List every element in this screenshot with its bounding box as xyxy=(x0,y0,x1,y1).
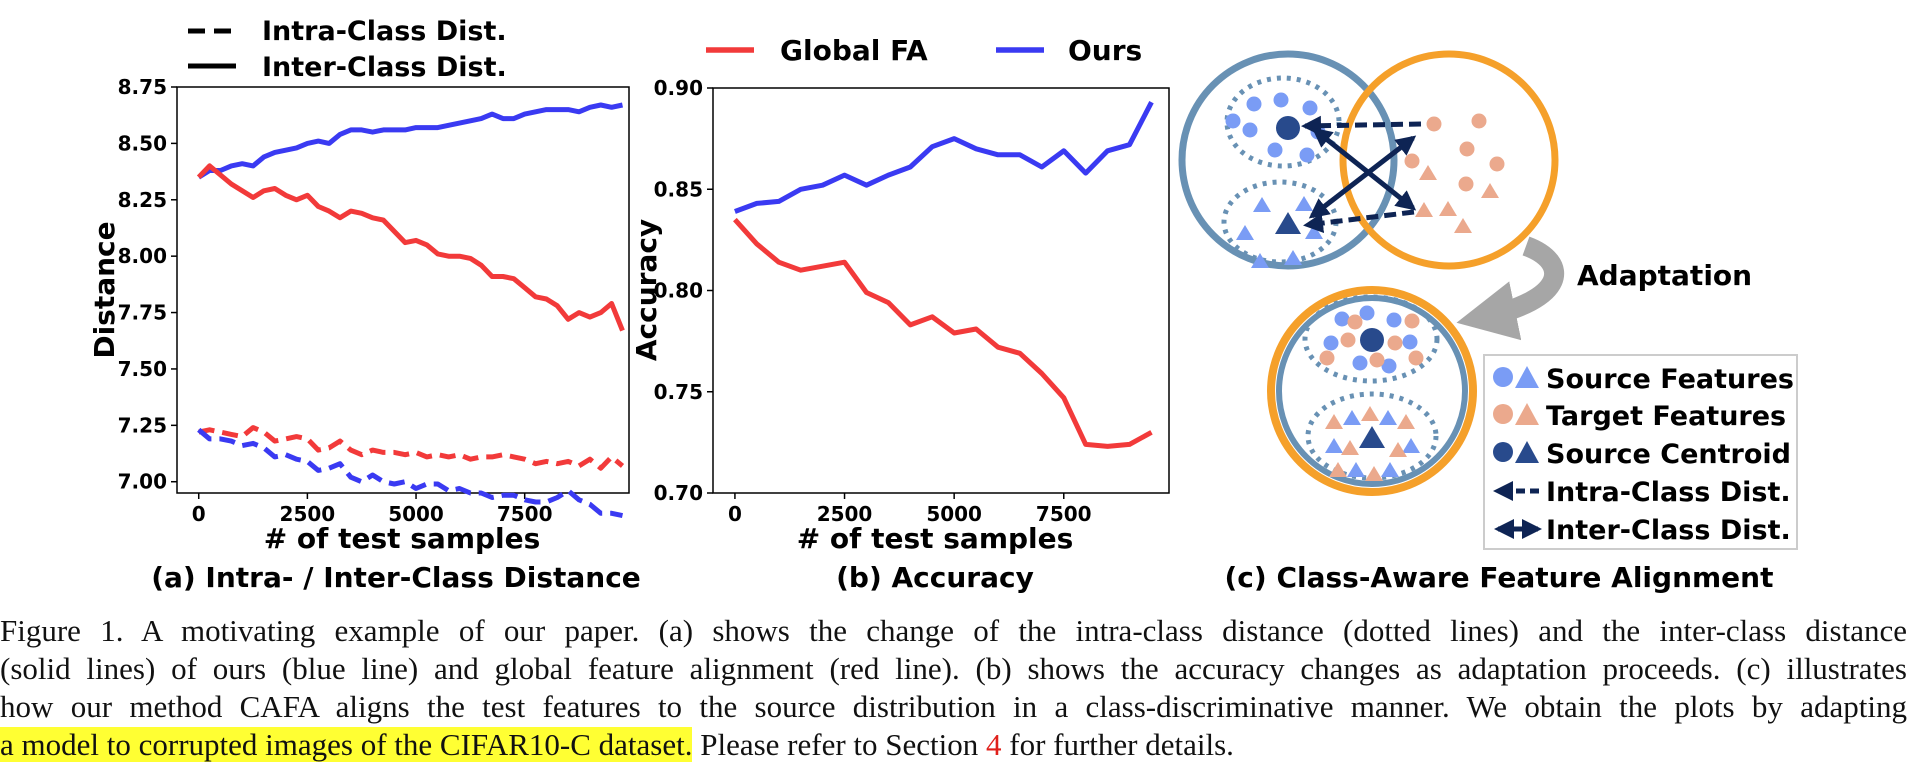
panel-b-xtick-label: 7500 xyxy=(1036,502,1092,526)
adaptation-arrow-icon xyxy=(1456,236,1565,341)
panel-b-xtick-label: 0 xyxy=(728,502,742,526)
panel-b-xtick-label: 5000 xyxy=(926,502,982,526)
target-domain-circle xyxy=(1339,50,1559,270)
source-domain-circle xyxy=(1178,50,1398,270)
aligned-class2-cluster xyxy=(1305,391,1439,481)
aligned-features-class2 xyxy=(1325,406,1420,481)
source-class1-cluster xyxy=(1224,75,1342,169)
x-axis-ticks: 0 2500 5000 7500 xyxy=(728,493,1092,526)
caption-text: Please refer to Section xyxy=(692,727,986,762)
panel-b-legend: Global FA Ours xyxy=(706,34,1142,67)
x-axis-label: # of test samples xyxy=(264,522,541,555)
caption-line-4: a model to corrupted images of the CIFAR… xyxy=(0,726,1907,764)
source-centroid-icon xyxy=(1493,441,1539,463)
legend-label-intra: Intra-Class Dist. xyxy=(262,16,507,47)
panel-b-ytick-label: 0.80 xyxy=(654,279,703,303)
legend-label-ours: Ours xyxy=(1068,34,1142,67)
legend-label-source-centroid: Source Centroid xyxy=(1546,439,1791,470)
plot-frame xyxy=(712,87,1170,494)
panel-a-xtick-label: 7500 xyxy=(497,502,553,526)
aligned-features-class1 xyxy=(1319,305,1424,374)
panel-a-xtick-label: 5000 xyxy=(388,502,444,526)
aligned-target-circle xyxy=(1267,286,1477,496)
panel-a-xtick-label: 2500 xyxy=(280,502,336,526)
target-features-icon xyxy=(1493,403,1539,425)
panel-a-ytick-label: 7.75 xyxy=(118,301,167,325)
panel-b-ytick-label: 0.90 xyxy=(654,76,703,100)
source-centroid-circle xyxy=(1276,116,1300,140)
inter-class-arrow-2 xyxy=(1308,135,1417,219)
series-lines xyxy=(733,101,1154,449)
series-lines xyxy=(196,102,625,519)
legend-label-source-features: Source Features xyxy=(1546,364,1794,395)
y-axis-ticks: 0.70 0.75 0.80 0.85 0.90 xyxy=(654,76,713,505)
target-features xyxy=(1404,113,1505,233)
caption-line-2: (solid lines) of ours (blue line) and gl… xyxy=(0,651,1907,686)
panel-b-series-line-0 xyxy=(733,217,1153,449)
panel-a-series-line-2 xyxy=(198,425,625,471)
panel-a-xtick-label: 0 xyxy=(192,502,206,526)
panel-b-ytick-label: 0.75 xyxy=(654,380,703,404)
figure-caption: Figure 1. A motivating example of our pa… xyxy=(0,612,1907,764)
legend-label-target-features: Target Features xyxy=(1546,401,1786,432)
legend-label-intra-class: Intra-Class Dist. xyxy=(1546,477,1791,508)
panel-c-caption: (c) Class-Aware Feature Alignment xyxy=(1225,561,1774,594)
panel-a-caption: (a) Intra- / Inter-Class Distance xyxy=(151,561,641,594)
adaptation-label: Adaptation xyxy=(1577,259,1752,292)
panel-c-diagram: Adaptation xyxy=(1178,50,1798,594)
panel-c-legend: Source Features Target Features Source C… xyxy=(1483,354,1798,550)
panel-a-ytick-label: 7.00 xyxy=(118,470,167,494)
panel-a-chart: Intra-Class Dist. Inter-Class Dist. 7.00… xyxy=(88,16,641,594)
section-link[interactable]: 4 xyxy=(986,727,1002,762)
legend-label-inter: Inter-Class Dist. xyxy=(262,52,507,83)
panel-a-series-line-0 xyxy=(197,102,624,180)
panel-a-series-line-1 xyxy=(196,163,625,332)
panel-b-chart: Global FA Ours 0.70 0.75 0.80 0.85 0.90 0 250… xyxy=(630,34,1170,594)
panel-a-ytick-label: 8.50 xyxy=(118,131,167,155)
source-features-icon xyxy=(1493,366,1539,388)
intra-class-arrow-1 xyxy=(1301,115,1422,136)
inter-class-arrow-1 xyxy=(1311,127,1417,211)
y-axis-label: Accuracy xyxy=(630,219,663,361)
panel-b-ytick-label: 0.85 xyxy=(654,177,703,201)
panel-a-legend: Intra-Class Dist. Inter-Class Dist. xyxy=(188,16,507,83)
distance-arrows xyxy=(1301,115,1422,233)
figure: Intra-Class Dist. Inter-Class Dist. 7.00… xyxy=(88,16,1798,594)
caption-line-1: Figure 1. A motivating example of our pa… xyxy=(0,613,1907,648)
aligned-class1-cluster xyxy=(1302,294,1440,384)
source-centroid-triangle xyxy=(1275,212,1301,234)
panel-b-xtick-label: 2500 xyxy=(817,502,873,526)
panel-a-ytick-label: 8.25 xyxy=(118,188,167,212)
x-axis-ticks: 0 2500 5000 7500 xyxy=(192,493,553,526)
panel-a-series-line-3 xyxy=(197,427,624,519)
panel-a-ytick-label: 7.50 xyxy=(118,357,167,381)
y-axis-label: Distance xyxy=(88,221,121,358)
y-axis-ticks: 7.00 7.25 7.50 7.75 8.00 8.25 8.50 8.75 xyxy=(118,75,177,494)
legend-label-inter-class: Inter-Class Dist. xyxy=(1546,515,1791,546)
panel-a-ytick-label: 7.25 xyxy=(118,413,167,437)
highlighted-text: a model to corrupted images of the CIFAR… xyxy=(0,727,693,762)
caption-line-3: how our method CAFA aligns the test feat… xyxy=(0,689,1907,724)
legend-label-global-fa: Global FA xyxy=(780,34,928,67)
aligned-source-circle xyxy=(1276,295,1468,487)
plot-frame xyxy=(176,86,630,494)
panel-b-series-line-1 xyxy=(734,101,1154,214)
panel-b-caption: (b) Accuracy xyxy=(836,561,1034,594)
panel-b-ytick-label: 0.70 xyxy=(654,481,703,505)
panel-a-ytick-label: 8.75 xyxy=(118,75,167,99)
panel-a-ytick-label: 8.00 xyxy=(118,244,167,268)
source-feature-triangles xyxy=(1236,196,1323,268)
caption-text-end: for further details. xyxy=(1001,727,1234,762)
x-axis-label: # of test samples xyxy=(797,522,1074,555)
